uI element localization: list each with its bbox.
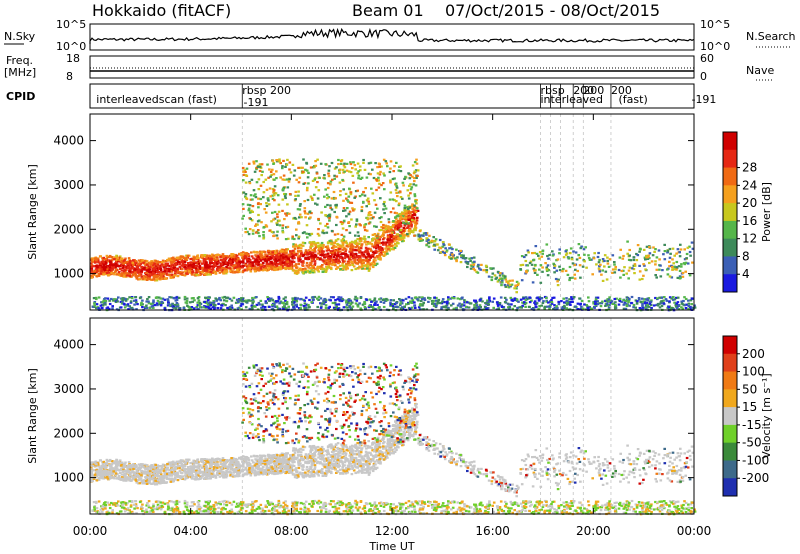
- colorbar-swatch: [723, 238, 737, 257]
- date-range: 07/Oct/2015 - 08/Oct/2015: [445, 1, 660, 20]
- freq-label: Freq.: [6, 54, 33, 67]
- cpid-segment: interleaved: [540, 93, 602, 106]
- colorbar-swatch: [723, 220, 737, 240]
- cpid-segment: rbsp: [540, 84, 564, 97]
- x-tick-label: 00:00: [677, 524, 712, 538]
- nsearch-label: N.Search: [746, 30, 796, 43]
- freq-unit: [MHz]: [4, 66, 36, 79]
- y-tick-label: 3000: [53, 382, 84, 396]
- nsky-trace: [89, 27, 695, 44]
- velocity-ylabel: Slant Range [km]: [26, 368, 39, 464]
- colorbar-tick: -50: [742, 436, 762, 450]
- cpid-segment: interleavedscan (fast): [96, 93, 217, 106]
- colorbar-swatch: [723, 256, 737, 275]
- power-data: [90, 114, 697, 312]
- colorbar-tick: 24: [742, 178, 757, 192]
- station-title: Hokkaido (fitACF): [92, 1, 231, 20]
- y-tick-label: 1000: [53, 471, 84, 485]
- freq-panel: Freq. [MHz] 18 8 60 0 Nave: [4, 52, 774, 83]
- colorbar-tick: 8: [742, 249, 750, 263]
- y-tick-label: 2000: [53, 222, 84, 236]
- colorbar-tick: 15: [742, 400, 757, 414]
- colorbar-tick: -200: [742, 471, 769, 485]
- beam-label: Beam 01: [352, 1, 424, 20]
- y-tick-label: 1000: [53, 267, 84, 281]
- power-panel: 1000 2000 3000 4000 Slant Range [km] 4 8 12 16…: [26, 113, 773, 312]
- colorbar-swatch: [723, 185, 737, 204]
- x-tick-label: 04:00: [173, 524, 208, 538]
- cpid-segment: 200: [583, 84, 604, 97]
- x-tick-label: 08:00: [274, 524, 309, 538]
- colorbar-tick: 100: [742, 365, 765, 379]
- colorbar-swatch: [723, 203, 737, 222]
- freq-tick-top: 18: [66, 52, 80, 65]
- time-axis-label: Time UT: [368, 540, 414, 553]
- colorbar-tick: 20: [742, 196, 757, 210]
- velocity-panel: 1000 2000 3000 4000 00:00 04:00 08:00 12:00 16:…: [26, 114, 773, 553]
- colorbar-tick: 200: [742, 347, 765, 361]
- colorbar-swatch: [723, 389, 737, 408]
- freq-tick-bottom: 8: [66, 70, 73, 83]
- y-tick-label: 4000: [53, 338, 84, 352]
- cpid-segment: rbsp 200: [242, 84, 291, 97]
- velocity-data: [90, 318, 697, 516]
- nsky-tick-bottom: 10^0: [56, 40, 86, 53]
- colorbar-swatch: [723, 442, 737, 461]
- cpid-label: CPID: [6, 90, 35, 103]
- colorbar-tick: -100: [742, 453, 769, 467]
- cpid-segment: (fast): [619, 93, 648, 106]
- nave-label: Nave: [746, 64, 774, 77]
- colorbar-swatch: [723, 167, 737, 186]
- colorbar-swatch: [723, 460, 737, 479]
- colorbar-swatch: [723, 274, 737, 293]
- colorbar-tick: -15: [742, 418, 762, 432]
- nave-tick-top: 60: [700, 52, 714, 65]
- nsearch-tick-bottom: 10^0: [700, 40, 730, 53]
- nsky-tick-top: 10^5: [56, 18, 86, 31]
- cpid-segment: -191: [244, 96, 269, 109]
- colorbar-swatch: [723, 371, 737, 390]
- y-tick-label: 2000: [53, 426, 84, 440]
- cpid-segment: 200: [573, 84, 594, 97]
- cpid-segment: 200: [611, 84, 632, 97]
- nave-tick-bottom: 0: [700, 70, 707, 83]
- power-cbar-label: Power [dB]: [760, 182, 773, 242]
- colorbar-tick: 12: [742, 232, 757, 246]
- colorbar-swatch: [723, 407, 737, 426]
- power-ylabel: Slant Range [km]: [26, 164, 39, 260]
- colorbar-tick: 50: [742, 382, 757, 396]
- colorbar-swatch: [723, 132, 737, 151]
- colorbar-swatch: [723, 424, 737, 444]
- nsky-panel: N.Sky 10^5 10^0 10^5 10^0 N.Search: [4, 18, 796, 53]
- nsky-label: N.Sky: [4, 30, 36, 43]
- colorbar-swatch: [723, 478, 737, 497]
- colorbar-swatch: [723, 149, 737, 169]
- velocity-cbar-label: Velocity [m s⁻¹]: [760, 373, 773, 458]
- x-tick-label: 16:00: [475, 524, 510, 538]
- cpid-segment: -191: [691, 93, 716, 106]
- y-tick-label: 3000: [53, 178, 84, 192]
- x-tick-label: 20:00: [576, 524, 611, 538]
- colorbar-tick: 28: [742, 161, 757, 175]
- nsearch-tick-top: 10^5: [700, 18, 730, 31]
- colorbar-tick: 16: [742, 214, 757, 228]
- y-tick-label: 4000: [53, 134, 84, 148]
- colorbar-tick: 4: [742, 267, 750, 281]
- x-tick-label: 00:00: [73, 524, 108, 538]
- x-tick-label: 12:00: [375, 524, 410, 538]
- colorbar-swatch: [723, 353, 737, 373]
- colorbar-swatch: [723, 336, 737, 355]
